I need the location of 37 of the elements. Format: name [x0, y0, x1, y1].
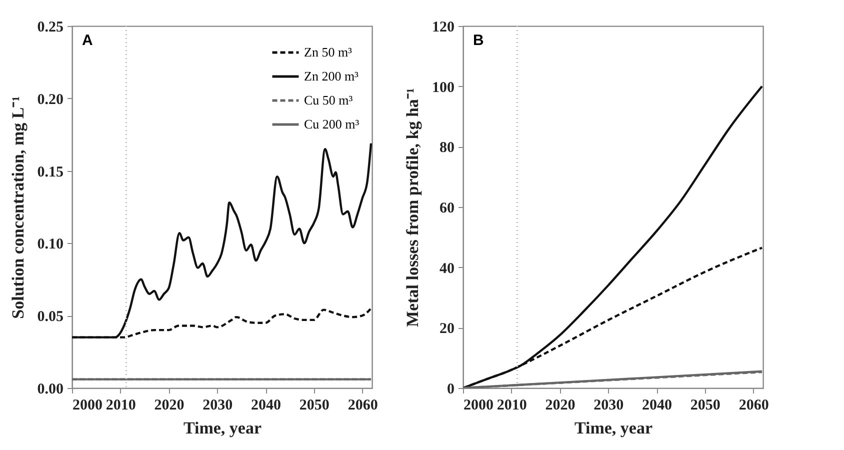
y-tick-label: 0.10 [37, 236, 64, 253]
y-tick-label: 0.05 [37, 309, 64, 326]
y-tick-label: 100 [432, 80, 454, 96]
x-tick-label: 2020 [545, 398, 576, 414]
x-tick-label: 2000 [72, 398, 102, 414]
y-tick-label: 80 [440, 140, 454, 156]
y-tick-label: 0.00 [37, 382, 64, 398]
x-tick-label: 2040 [251, 398, 282, 414]
x-tick-label: 2030 [202, 398, 233, 414]
legend-label: Zn 200 m³ [304, 68, 359, 84]
y-tick-label: 0.15 [37, 164, 64, 180]
x-tick-label: 2010 [106, 398, 136, 414]
x-tick-label: 2030 [594, 398, 624, 414]
x-tick-label: 2010 [496, 398, 527, 414]
y-tick-label: 60 [440, 200, 454, 216]
x-tick-label: 2040 [642, 398, 672, 414]
y-tick-label: 120 [432, 20, 454, 36]
x-tick-label: 2020 [154, 398, 184, 414]
x-tick-label: 2050 [690, 398, 720, 414]
legend-label: Cu 50 m³ [304, 92, 353, 108]
x-tick-label: 2050 [299, 398, 330, 414]
legend-label: Cu 200 m³ [304, 116, 360, 132]
annotation: A [82, 32, 93, 49]
y-axis-title: Metal losses from profile, kg ha⁻¹ [403, 88, 422, 328]
y-tick-label: 0.20 [37, 92, 64, 108]
y-tick-label: 0 [447, 382, 454, 398]
annotation: B [473, 32, 484, 49]
y-tick-label: 20 [440, 321, 454, 338]
y-axis-title: Solution concentration, mg L⁻¹ [8, 96, 28, 319]
x-tick-label: 2000 [464, 398, 494, 414]
legend-label: Zn 50 m³ [304, 44, 352, 60]
x-tick-label: 2060 [348, 398, 378, 414]
y-tick-label: 0.25 [37, 20, 64, 36]
x-axis-title: Time, year [574, 418, 653, 438]
y-tick-label: 40 [440, 260, 454, 277]
x-axis-title: Time, year [183, 418, 262, 438]
x-tick-label: 2060 [738, 398, 769, 414]
